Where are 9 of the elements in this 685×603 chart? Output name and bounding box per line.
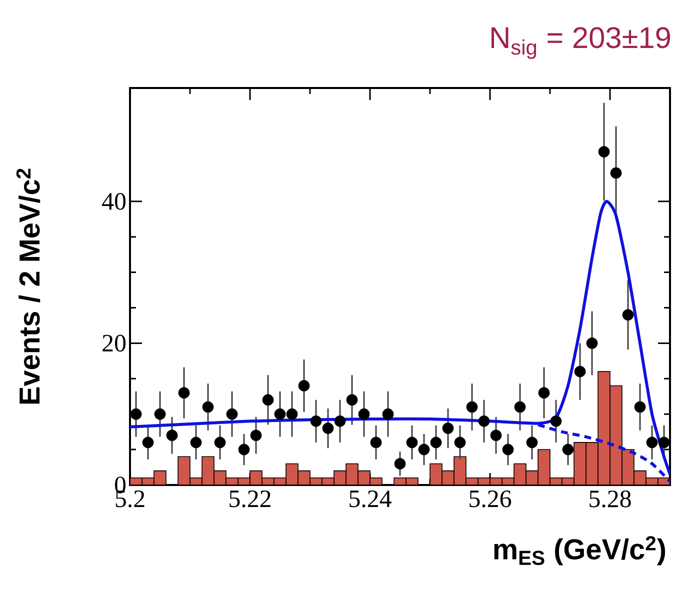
x-tick-label: 5.22 xyxy=(230,490,270,508)
chart-title: N$_{sig}$ = 203±19 xyxy=(492,27,670,59)
y-tick-label: 20 xyxy=(102,334,126,352)
x-tick-label: 5.28 xyxy=(590,490,631,508)
x-tick-label: 5.26 xyxy=(470,490,512,508)
x-tick-label: 5.24 xyxy=(350,490,392,508)
y-tick-label: 40 xyxy=(102,193,126,210)
y-axis-title: Events / 2 MeV/c$^{2}$ xyxy=(16,168,40,404)
x-axis-title: m$_{ES}$ (GeV/c$^{2}$) xyxy=(494,536,666,566)
